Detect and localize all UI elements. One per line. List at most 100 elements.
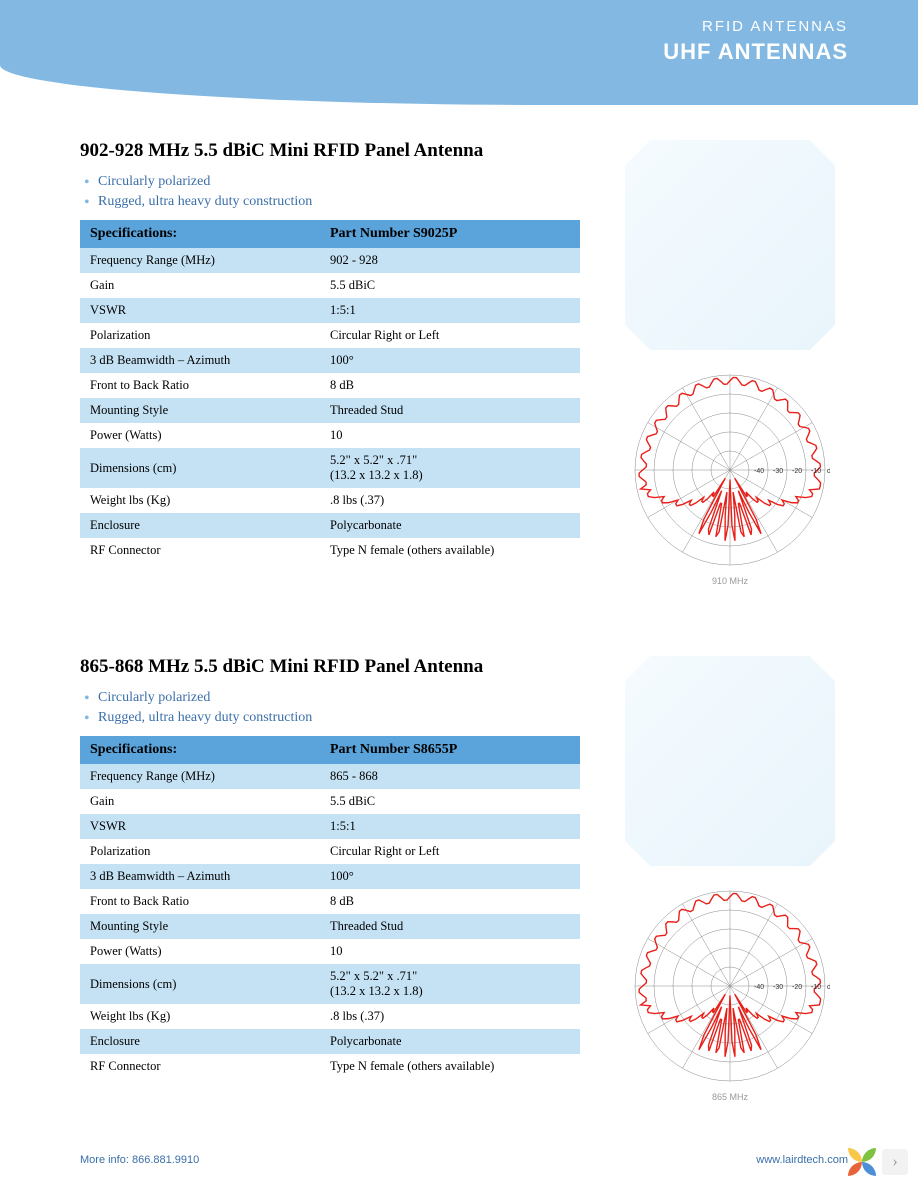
spec-value: Type N female (others available) [320, 1054, 580, 1079]
spec-value: 1:5:1 [320, 814, 580, 839]
feature-item: Rugged, ultra heavy duty construction [80, 192, 580, 212]
table-row: EnclosurePolycarbonate [80, 1029, 580, 1054]
spec-value: 5.2" x 5.2" x .71" (13.2 x 13.2 x 1.8) [320, 448, 580, 488]
antenna-shape [625, 656, 835, 866]
spec-label: Front to Back Ratio [80, 373, 320, 398]
header-category: RFID ANTENNAS [663, 18, 848, 35]
spec-label: 3 dB Beamwidth – Azimuth [80, 864, 320, 889]
spec-label: Enclosure [80, 513, 320, 538]
spec-label: Power (Watts) [80, 423, 320, 448]
svg-text:-10: -10 [811, 984, 821, 991]
table-row: Dimensions (cm)5.2" x 5.2" x .71" (13.2 … [80, 964, 580, 1004]
spec-value: 5.5 dBiC [320, 789, 580, 814]
spec-value: Polycarbonate [320, 513, 580, 538]
spec-label: Front to Back Ratio [80, 889, 320, 914]
spec-label: VSWR [80, 298, 320, 323]
product-title: 902-928 MHz 5.5 dBiC Mini RFID Panel Ant… [80, 140, 580, 162]
spec-value: 902 - 928 [320, 248, 580, 273]
table-row: VSWR1:5:1 [80, 298, 580, 323]
spec-value: Polycarbonate [320, 1029, 580, 1054]
spec-label: Dimensions (cm) [80, 964, 320, 1004]
table-row: Gain5.5 dBiC [80, 273, 580, 298]
table-row: Frequency Range (MHz)865 - 868 [80, 764, 580, 789]
spec-label: Power (Watts) [80, 939, 320, 964]
table-row: Front to Back Ratio8 dB [80, 373, 580, 398]
table-row: RF ConnectorType N female (others availa… [80, 1054, 580, 1079]
svg-text:-20: -20 [792, 468, 802, 475]
header-text-block: RFID ANTENNAS UHF ANTENNAS [663, 18, 848, 65]
spec-value: Threaded Stud [320, 398, 580, 423]
table-row: Mounting StyleThreaded Stud [80, 914, 580, 939]
svg-text:-30: -30 [773, 468, 783, 475]
spec-header-left: Specifications: [80, 220, 320, 248]
product-section: 865-868 MHz 5.5 dBiC Mini RFID Panel Ant… [80, 656, 858, 1102]
spec-label: Mounting Style [80, 398, 320, 423]
spec-value: 5.2" x 5.2" x .71" (13.2 x 13.2 x 1.8) [320, 964, 580, 1004]
spec-value: 1:5:1 [320, 298, 580, 323]
spec-value: 100° [320, 348, 580, 373]
svg-text:-20: -20 [792, 984, 802, 991]
spec-value: .8 lbs (.37) [320, 1004, 580, 1029]
table-row: VSWR1:5:1 [80, 814, 580, 839]
polar-caption: 910 MHz [610, 576, 850, 586]
next-page-button[interactable]: › [882, 1149, 908, 1175]
spec-value: 8 dB [320, 889, 580, 914]
feature-item: Circularly polarized [80, 688, 580, 708]
spec-value: Circular Right or Left [320, 839, 580, 864]
spec-label: Polarization [80, 323, 320, 348]
spec-value: 8 dB [320, 373, 580, 398]
spec-value: Circular Right or Left [320, 323, 580, 348]
product-section: 902-928 MHz 5.5 dBiC Mini RFID Panel Ant… [80, 140, 858, 586]
table-row: Frequency Range (MHz)902 - 928 [80, 248, 580, 273]
spec-header-right: Part Number S8655P [320, 736, 580, 764]
table-row: Weight lbs (Kg).8 lbs (.37) [80, 488, 580, 513]
spec-value: 100° [320, 864, 580, 889]
spec-label: Frequency Range (MHz) [80, 248, 320, 273]
polar-caption: 865 MHz [610, 1092, 850, 1102]
spec-label: Gain [80, 273, 320, 298]
corner-widget: › [848, 1148, 908, 1176]
feature-list: Circularly polarizedRugged, ultra heavy … [80, 172, 580, 212]
spec-value: 5.5 dBiC [320, 273, 580, 298]
spec-label: RF Connector [80, 1054, 320, 1079]
table-row: Power (Watts)10 [80, 423, 580, 448]
table-row: Gain5.5 dBiC [80, 789, 580, 814]
svg-text:-40: -40 [754, 984, 764, 991]
product-right-column: -40-30-20-10dB910 MHz [610, 140, 850, 586]
footer-left: More info: 866.881.9910 [80, 1154, 199, 1166]
product-title: 865-868 MHz 5.5 dBiC Mini RFID Panel Ant… [80, 656, 580, 678]
spec-value: .8 lbs (.37) [320, 488, 580, 513]
table-row: Weight lbs (Kg).8 lbs (.37) [80, 1004, 580, 1029]
spec-value: 10 [320, 423, 580, 448]
table-row: 3 dB Beamwidth – Azimuth100° [80, 864, 580, 889]
svg-text:dB: dB [827, 468, 830, 475]
spec-label: Weight lbs (Kg) [80, 1004, 320, 1029]
spec-label: Weight lbs (Kg) [80, 488, 320, 513]
spec-label: Enclosure [80, 1029, 320, 1054]
header-title: UHF ANTENNAS [663, 39, 848, 65]
svg-text:dB: dB [827, 984, 830, 991]
table-row: PolarizationCircular Right or Left [80, 323, 580, 348]
footer-right: www.lairdtech.com [756, 1154, 848, 1166]
spec-value: Threaded Stud [320, 914, 580, 939]
feature-list: Circularly polarizedRugged, ultra heavy … [80, 688, 580, 728]
footer: More info: 866.881.9910 www.lairdtech.co… [80, 1154, 848, 1166]
table-row: Front to Back Ratio8 dB [80, 889, 580, 914]
spec-label: RF Connector [80, 538, 320, 563]
svg-text:-40: -40 [754, 468, 764, 475]
spec-label: VSWR [80, 814, 320, 839]
table-row: Power (Watts)10 [80, 939, 580, 964]
spec-table: Specifications:Part Number S9025PFrequen… [80, 220, 580, 563]
spec-label: Polarization [80, 839, 320, 864]
table-row: Dimensions (cm)5.2" x 5.2" x .71" (13.2 … [80, 448, 580, 488]
spec-value: Type N female (others available) [320, 538, 580, 563]
spec-label: Dimensions (cm) [80, 448, 320, 488]
antenna-image [625, 140, 835, 350]
feature-item: Circularly polarized [80, 172, 580, 192]
spec-table: Specifications:Part Number S8655PFrequen… [80, 736, 580, 1079]
product-left-column: 902-928 MHz 5.5 dBiC Mini RFID Panel Ant… [80, 140, 580, 586]
product-right-column: -40-30-20-10dB865 MHz [610, 656, 850, 1102]
table-row: RF ConnectorType N female (others availa… [80, 538, 580, 563]
spec-header-left: Specifications: [80, 736, 320, 764]
spec-label: 3 dB Beamwidth – Azimuth [80, 348, 320, 373]
